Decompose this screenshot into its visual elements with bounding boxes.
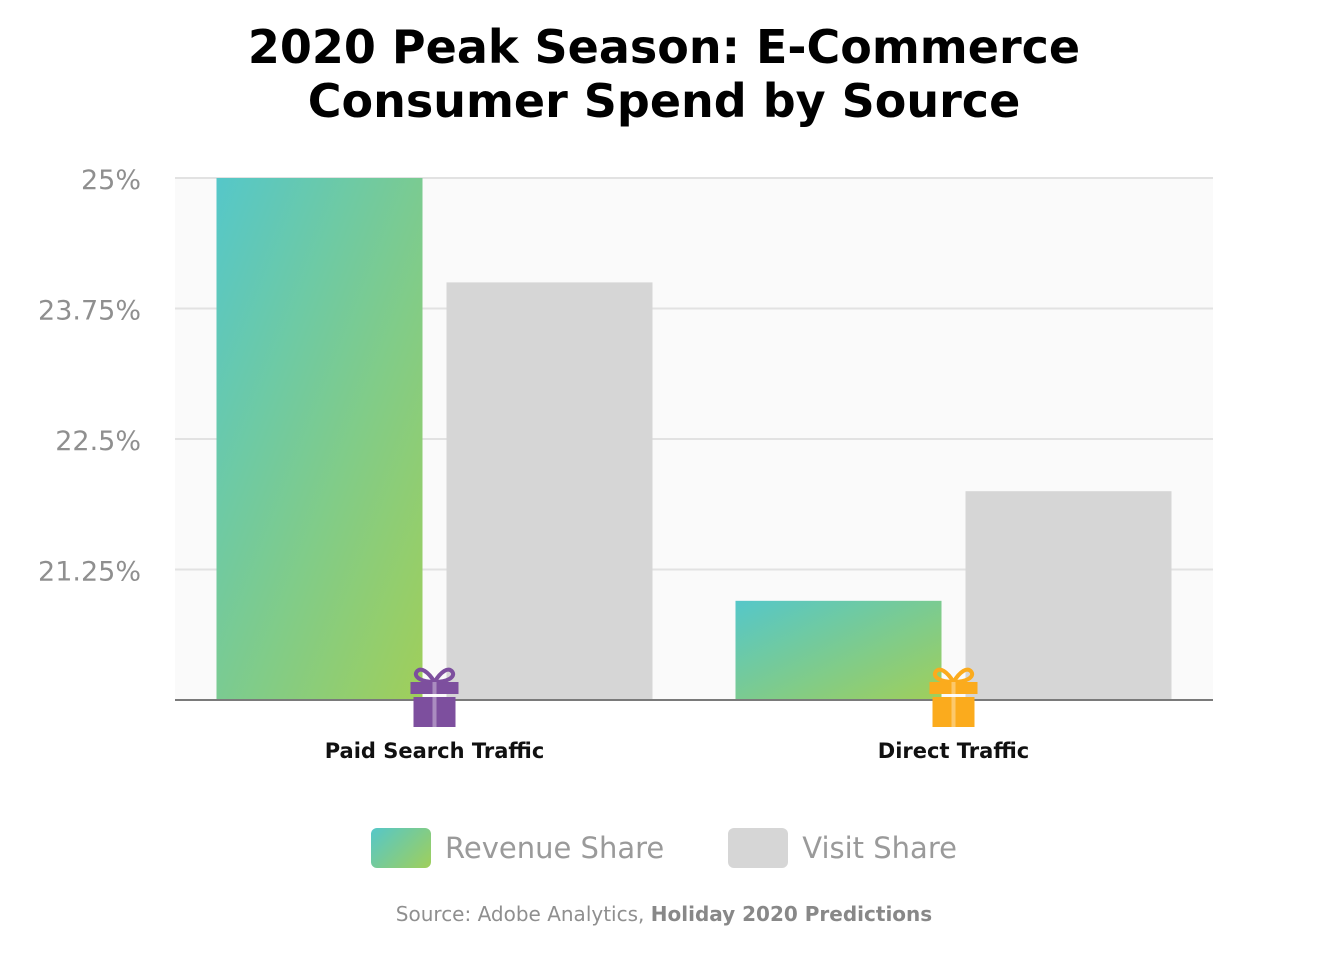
bar-visit-share [446, 282, 653, 700]
bars [216, 178, 1172, 700]
y-tick-label: 23.75% [38, 296, 141, 327]
source-prefix: Source: Adobe Analytics, [395, 902, 651, 926]
bar-visit-share [965, 491, 1172, 700]
chart-title-line-1: 2020 Peak Season: E-Commerce [247, 20, 1081, 74]
gift-icon [929, 667, 978, 727]
source-bold-title: Holiday 2020 Predictions [650, 902, 933, 926]
y-tick-label: 21.25% [38, 557, 141, 588]
legend-label-visit-share: Visit Share [802, 831, 957, 865]
chart-title-line-2: Consumer Spend by Source [307, 74, 1021, 128]
chart-title: 2020 Peak Season: E-Commerce Consumer Sp… [0, 20, 1328, 128]
bar-chart: 21.25% 22.5% 23.75% 25% Paid Search Traffic… [38, 165, 1213, 763]
y-axis-tick-labels: 21.25% 22.5% 23.75% 25% [38, 165, 141, 588]
bar-revenue-share [735, 600, 942, 700]
bar-revenue-share [216, 178, 423, 700]
x-axis-category-labels: Paid Search Traffic Direct Traffic [325, 739, 1030, 763]
legend-swatch-visit-share [728, 828, 789, 868]
legend-item-revenue-share: Revenue Share [371, 828, 664, 868]
x-category-label: Direct Traffic [878, 739, 1029, 763]
chart-legend: Revenue Share Visit Share [0, 828, 1328, 868]
legend-item-visit-share: Visit Share [728, 828, 957, 868]
category-icons [410, 667, 978, 727]
y-tick-label: 25% [81, 165, 141, 196]
legend-swatch-revenue-share [371, 828, 432, 868]
source-note: Source: Adobe Analytics, Holiday 2020 Pr… [0, 902, 1328, 926]
gift-icon [410, 667, 459, 727]
x-category-label: Paid Search Traffic [325, 739, 545, 763]
y-tick-label: 22.5% [55, 426, 141, 457]
legend-label-revenue-share: Revenue Share [445, 831, 665, 865]
